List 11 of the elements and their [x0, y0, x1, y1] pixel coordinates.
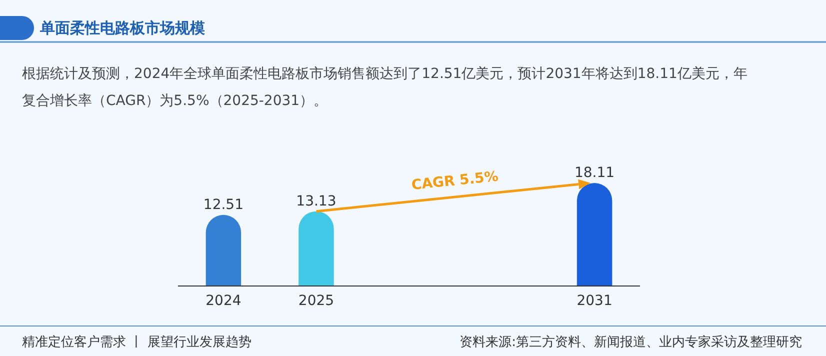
chart-subtitle: 根据统计及预测，2024年全球单面柔性电路板市场销售额达到了12.51亿美元，预计2031年将达到18.11亿美元，年复合增长率（CAGR）为5.5%（2025-2031）。: [22, 66, 748, 109]
annotation: CAGR 5.5%: [410, 168, 500, 194]
data-label: 13.13: [296, 193, 336, 210]
x-tick-label: 2025: [298, 293, 334, 309]
data-label: 18.11: [574, 165, 615, 181]
x-tick-label: 2024: [206, 293, 242, 309]
text: 精准定位客户需求 丨 展望行业发展趋势: [22, 334, 252, 350]
text: 资料来源:第三方资料、新闻报道、业内专家采访及整理研究: [460, 334, 802, 350]
chart-title: 单面柔性电路板市场规模: [39, 19, 206, 37]
data-label: 12.51: [203, 196, 244, 213]
x-tick-label: 2031: [576, 293, 612, 309]
